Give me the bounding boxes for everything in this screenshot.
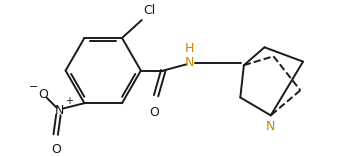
Text: O: O	[38, 88, 48, 101]
Text: N: N	[55, 104, 64, 117]
Text: O: O	[51, 143, 61, 156]
Text: H: H	[184, 42, 194, 55]
Text: N: N	[184, 56, 194, 69]
Text: O: O	[149, 106, 159, 119]
Text: +: +	[65, 96, 73, 106]
Text: Cl: Cl	[143, 4, 156, 17]
Text: −: −	[29, 82, 39, 92]
Text: N: N	[266, 120, 276, 133]
